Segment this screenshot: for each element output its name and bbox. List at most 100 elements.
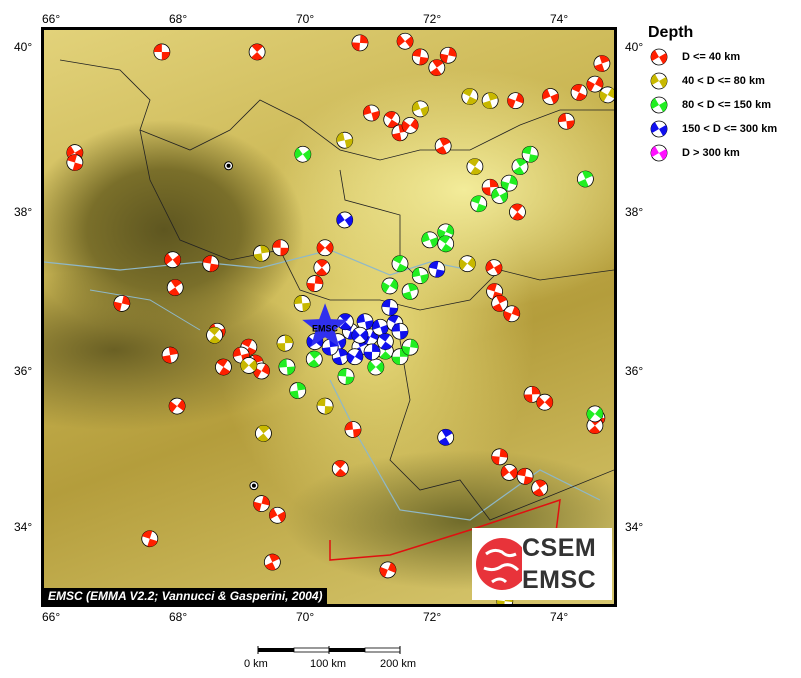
earthquake-beachball bbox=[337, 368, 355, 385]
earthquake-beachball bbox=[391, 255, 409, 273]
earthquake-beachball bbox=[363, 104, 380, 122]
lat-tick-label: 34° bbox=[625, 520, 644, 534]
legend-beachball-icon bbox=[650, 72, 668, 90]
earthquake-beachball bbox=[294, 145, 312, 163]
earthquake-beachball bbox=[240, 357, 258, 374]
earthquake-beachball bbox=[461, 88, 479, 105]
lat-tick-label: 40° bbox=[625, 40, 644, 54]
earthquake-beachball bbox=[593, 55, 611, 72]
earthquake-beachball bbox=[206, 326, 223, 344]
earthquake-beachball bbox=[367, 358, 385, 376]
logo-line1: CSEM bbox=[522, 534, 597, 562]
legend-label: 80 < D <= 150 km bbox=[682, 99, 771, 111]
earthquake-beachball bbox=[276, 334, 294, 352]
earthquake-beachball bbox=[577, 170, 594, 188]
earthquake-beachball bbox=[141, 530, 159, 548]
earthquake-beachball bbox=[491, 295, 509, 312]
globe-icon bbox=[476, 538, 522, 590]
epicenter-star-icon[interactable] bbox=[302, 303, 348, 347]
lat-tick-label: 38° bbox=[625, 205, 644, 219]
earthquake-beachball bbox=[263, 553, 281, 571]
earthquake-beachball bbox=[542, 88, 559, 105]
earthquake-beachball bbox=[516, 467, 534, 485]
earthquake-beachball bbox=[511, 158, 529, 176]
legend-item: 80 < D <= 150 km bbox=[650, 96, 771, 114]
earthquake-beachball bbox=[458, 255, 476, 273]
lon-tick-label: 74° bbox=[550, 12, 569, 26]
logo-line2: EMSC bbox=[522, 566, 597, 594]
earthquake-beachball bbox=[439, 46, 457, 64]
earthquake-beachball bbox=[215, 358, 232, 376]
legend-beachball-icon bbox=[650, 48, 668, 66]
earthquake-beachball bbox=[434, 137, 452, 155]
earthquake-beachball bbox=[485, 259, 503, 277]
earthquake-beachball bbox=[381, 277, 399, 295]
earthquake-beachball bbox=[272, 239, 290, 257]
lon-tick-label: 72° bbox=[423, 610, 442, 624]
legend-beachball-icon bbox=[650, 120, 668, 138]
epicenter-label: EMSC bbox=[312, 323, 339, 333]
earthquake-beachball bbox=[351, 34, 369, 52]
earthquake-beachball bbox=[313, 259, 331, 277]
lon-tick-label: 72° bbox=[423, 12, 442, 26]
map-area[interactable]: EMSC bbox=[44, 30, 614, 604]
earthquake-beachball bbox=[376, 333, 394, 350]
earthquake-beachball bbox=[344, 421, 362, 438]
earthquake-beachball bbox=[168, 397, 186, 415]
earthquake-beachball bbox=[507, 92, 524, 110]
earthquake-beachball bbox=[113, 295, 131, 312]
earthquake-beachball bbox=[293, 295, 311, 312]
earthquake-beachball bbox=[396, 32, 414, 50]
map-overlay: EMSC bbox=[44, 32, 614, 604]
legend-item: D > 300 km bbox=[650, 144, 740, 162]
scale-bar bbox=[257, 646, 401, 654]
earthquake-beachball bbox=[166, 279, 184, 296]
earthquake-beachball bbox=[383, 111, 401, 128]
earthquake-beachball bbox=[523, 385, 541, 403]
earthquake-beachball bbox=[401, 338, 419, 356]
earthquake-beachball bbox=[164, 251, 182, 269]
scale-label-200: 200 km bbox=[380, 658, 417, 670]
earthquake-beachball bbox=[351, 326, 369, 344]
lat-tick-label: 38° bbox=[14, 205, 33, 219]
legend-item: 150 < D <= 300 km bbox=[650, 120, 777, 138]
earthquake-beachball bbox=[491, 448, 509, 466]
earthquake-beachball bbox=[411, 100, 429, 118]
legend-beachball-icon bbox=[650, 96, 668, 114]
earthquake-beachball bbox=[500, 463, 518, 481]
csem-emsc-logo: CSEM EMSC bbox=[472, 528, 612, 600]
earthquake-beachball bbox=[586, 405, 604, 423]
river bbox=[89, 289, 201, 331]
legend-item: D <= 40 km bbox=[650, 48, 740, 66]
lon-tick-label: 68° bbox=[169, 610, 188, 624]
earthquake-beachball bbox=[331, 460, 349, 477]
earthquake-beachball bbox=[599, 86, 614, 104]
earthquake-beachball bbox=[381, 298, 399, 316]
lon-tick-label: 68° bbox=[169, 12, 188, 26]
earthquake-beachball bbox=[379, 561, 397, 579]
legend-label: 150 < D <= 300 km bbox=[682, 123, 778, 135]
attribution: EMSC (EMMA V2.2; Vannucci & Gasperini, 2… bbox=[44, 588, 327, 604]
lat-tick-label: 40° bbox=[14, 40, 33, 54]
earthquake-beachball bbox=[521, 145, 539, 163]
border bbox=[139, 129, 614, 311]
lat-tick-label: 34° bbox=[14, 520, 33, 534]
earthquake-beachball bbox=[336, 131, 354, 149]
border bbox=[59, 59, 614, 161]
earthquake-beachball bbox=[586, 75, 604, 93]
legend-label: 40 < D <= 80 km bbox=[682, 75, 765, 87]
river bbox=[329, 379, 601, 521]
border bbox=[389, 339, 614, 521]
earthquake-beachball bbox=[253, 495, 270, 513]
earthquake-beachball bbox=[557, 112, 575, 130]
earthquake-beachball bbox=[509, 203, 526, 221]
earthquake-beachball bbox=[356, 313, 374, 331]
earthquake-beachball bbox=[202, 255, 220, 273]
earthquake-beachball bbox=[421, 231, 439, 249]
earthquake-beachball bbox=[491, 187, 509, 204]
earthquake-beachball bbox=[305, 350, 323, 368]
lon-tick-label: 66° bbox=[42, 610, 61, 624]
earthquake-beachball bbox=[536, 393, 554, 411]
earthquake-beachball bbox=[531, 479, 549, 497]
earthquake-beachball bbox=[255, 424, 272, 442]
